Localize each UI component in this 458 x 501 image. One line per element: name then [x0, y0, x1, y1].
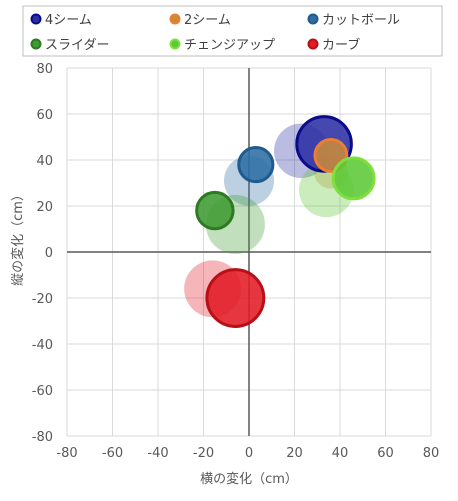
data-point — [195, 190, 235, 231]
x-tick-label: 0 — [245, 446, 253, 461]
legend-label: 2シーム — [184, 13, 231, 28]
y-tick-label: 80 — [36, 62, 53, 77]
x-tick-label: 40 — [332, 446, 349, 461]
legend-label: 4シーム — [45, 13, 92, 28]
x-tick-label: -40 — [147, 446, 168, 461]
y-tick-label: 60 — [36, 108, 53, 123]
x-tick-label: -80 — [56, 446, 77, 461]
legend-marker — [30, 13, 42, 25]
y-tick-label: -40 — [32, 338, 53, 353]
y-tick-label: -80 — [32, 430, 53, 445]
y-tick-label: 40 — [36, 154, 53, 169]
tick-labels-layer: -80 -60 -40 -20 0 20 40 60 80 -80 -60 -40 -20 0 20 40 60… — [32, 62, 440, 461]
legend-marker — [169, 13, 181, 25]
legend-marker — [307, 13, 319, 25]
x-tick-label: 20 — [286, 446, 303, 461]
data-points-layer — [184, 115, 376, 328]
legend-label: チェンジアップ — [184, 38, 275, 53]
data-point — [205, 268, 266, 328]
legend-label: カーブ — [322, 37, 360, 53]
axis-layer — [67, 68, 431, 436]
x-tick-label: -60 — [102, 446, 123, 461]
data-point — [331, 156, 376, 201]
legend-label: カットボール — [322, 13, 400, 28]
legend-marker — [169, 38, 181, 50]
y-axis-label: 縦の変化（cm） — [10, 188, 26, 286]
x-tick-label: 60 — [377, 446, 394, 461]
x-axis-label: 横の変化（cm） — [200, 471, 298, 487]
data-point — [237, 146, 275, 184]
legend-label: スライダー — [45, 38, 109, 53]
legend-marker — [30, 38, 42, 50]
legend-marker — [307, 38, 319, 50]
y-tick-label: -60 — [32, 384, 53, 399]
y-tick-label: 20 — [36, 200, 53, 215]
x-tick-label: -20 — [193, 446, 214, 461]
y-tick-label: -20 — [32, 292, 53, 307]
x-tick-label: 80 — [423, 446, 440, 461]
y-tick-label: 0 — [45, 246, 53, 261]
legend-box — [22, 5, 443, 57]
